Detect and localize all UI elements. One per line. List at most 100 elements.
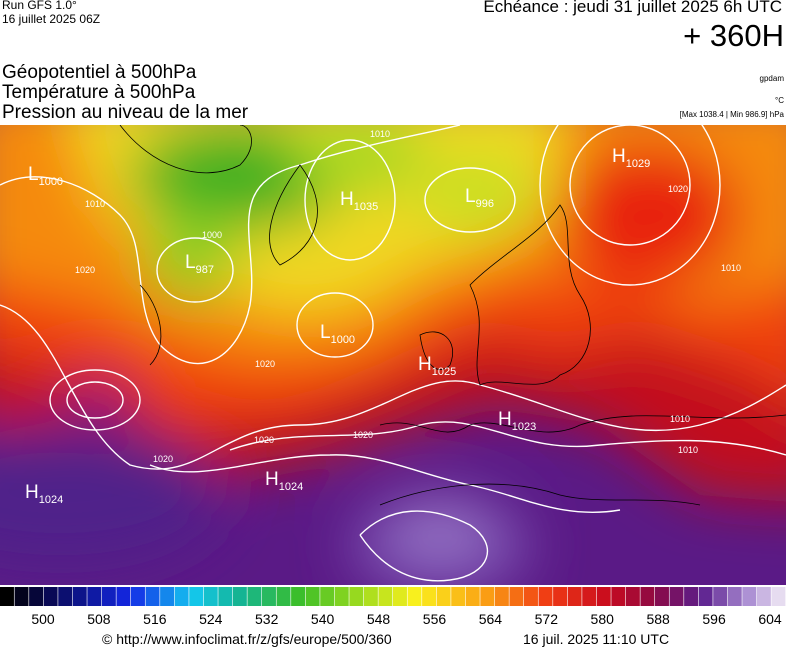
colorbar-swatch xyxy=(160,587,175,606)
colorbar-swatch xyxy=(378,587,393,606)
colorbar-swatch xyxy=(625,587,640,606)
colorbar-swatch xyxy=(247,587,262,606)
colorbar-swatch xyxy=(218,587,233,606)
colorbar-swatch xyxy=(14,587,29,606)
colorbar-swatch xyxy=(684,587,699,606)
unit: °C xyxy=(775,96,784,105)
pressure-center: L987 xyxy=(185,252,214,276)
colorbar-swatch xyxy=(189,587,204,606)
colorbar-swatch xyxy=(393,587,407,606)
colorbar-tick-label: 564 xyxy=(479,611,503,626)
colorbar-tick-label: 572 xyxy=(535,611,559,626)
colorbar-swatch xyxy=(742,587,757,606)
colorbar-swatch xyxy=(509,587,524,606)
pressure-center: H1024 xyxy=(265,469,303,493)
colorbar-tick-label: 604 xyxy=(758,611,782,626)
center-value: 987 xyxy=(196,264,214,276)
isobar-label: 1020 xyxy=(353,430,373,440)
colorbar-swatch xyxy=(407,587,422,606)
colorbar-swatch xyxy=(582,587,597,606)
lead-time: + 360H xyxy=(683,18,784,53)
colorbar-swatch xyxy=(291,587,306,606)
field-name: Géopotentiel à 500hPa xyxy=(2,62,197,83)
colorbar-swatch xyxy=(465,587,480,606)
pressure-center: H1024 xyxy=(25,482,63,506)
center-letter: H xyxy=(612,146,626,167)
colorbar-swatch xyxy=(145,587,160,606)
field-name: Pression au niveau de la mer xyxy=(2,102,249,123)
center-value: 1023 xyxy=(512,421,536,433)
colorbar-swatch xyxy=(0,587,14,606)
center-value: 1000 xyxy=(39,176,63,188)
colorbar-tick-label: 548 xyxy=(367,611,391,626)
colorbar-swatch xyxy=(567,587,582,606)
colorbar-swatch xyxy=(713,587,728,606)
colorbar-tick-label: 540 xyxy=(311,611,335,626)
colorbar-swatch xyxy=(131,587,145,606)
pressure-center: H1029 xyxy=(612,146,650,170)
isobar-label: 1020 xyxy=(153,454,173,464)
pressure-center: L996 xyxy=(465,186,494,210)
colorbar-tick-label: 588 xyxy=(646,611,670,626)
isobar-label: 1010 xyxy=(721,263,741,273)
colorbar-swatch xyxy=(640,587,655,606)
colorbar-swatch xyxy=(451,587,466,606)
center-value: 1024 xyxy=(279,481,303,493)
pressure-center: H1035 xyxy=(340,189,378,213)
colorbar-swatch xyxy=(698,587,713,606)
colorbar-tick-label: 516 xyxy=(143,611,167,626)
isobar-label: 1020 xyxy=(75,265,95,275)
isobar-label: 1010 xyxy=(678,445,698,455)
unit: [Max 1038.4 | Min 986.9] hPa xyxy=(679,110,784,119)
center-letter: H xyxy=(25,482,39,503)
colorbar-tick-label: 596 xyxy=(702,611,726,626)
colorbar: 500 508 516 524 532 540 548 556 564 572 580 588 596 6… xyxy=(0,587,786,626)
colorbar-tick-label: 508 xyxy=(87,611,111,626)
colorbar-swatch xyxy=(756,587,771,606)
colorbar-swatch xyxy=(29,587,44,606)
colorbar-swatch xyxy=(101,587,116,606)
colorbar-swatch xyxy=(203,587,218,606)
colorbar-swatch xyxy=(72,587,87,606)
center-letter: H xyxy=(340,189,354,210)
isobar-label: 1020 xyxy=(254,435,274,445)
colorbar-swatch xyxy=(58,587,73,606)
colorbar-swatch xyxy=(116,587,131,606)
colorbar-tick-label: 532 xyxy=(255,611,279,626)
pressure-center: H1025 xyxy=(418,354,456,378)
isobar-label: 1020 xyxy=(668,184,688,194)
colorbar-swatch xyxy=(494,587,509,606)
center-value: 996 xyxy=(476,198,494,210)
center-value: 1000 xyxy=(331,334,355,346)
colorbar-swatch xyxy=(611,587,626,606)
center-letter: L xyxy=(465,186,476,207)
colorbar-swatch xyxy=(655,587,669,606)
isobar-label: 1010 xyxy=(370,129,390,139)
colorbar-swatch xyxy=(232,587,247,606)
run-date: 16 juillet 2025 06Z xyxy=(2,12,101,26)
colorbar-swatch xyxy=(262,587,276,606)
temperature-field xyxy=(0,125,786,585)
run-label: Run GFS 1.0° xyxy=(2,0,77,12)
colorbar-swatch xyxy=(480,587,495,606)
timestamp: 16 juil. 2025 11:10 UTC xyxy=(523,631,670,647)
isobars xyxy=(0,125,786,582)
center-value: 1025 xyxy=(432,366,456,378)
colorbar-swatch xyxy=(320,587,335,606)
colorbar-swatch xyxy=(363,587,378,606)
colorbar-swatch xyxy=(669,587,684,606)
field-name: Température à 500hPa xyxy=(2,82,196,103)
center-value: 1035 xyxy=(354,201,378,213)
unit: gpdam xyxy=(759,74,784,83)
colorbar-tick-label: 524 xyxy=(199,611,223,626)
pressure-center: L1000 xyxy=(28,164,63,188)
isobar-label: 1000 xyxy=(202,230,222,240)
colorbar-swatch xyxy=(524,587,538,606)
isobar-label: 1020 xyxy=(255,359,275,369)
colorbar-swatch xyxy=(596,587,611,606)
center-letter: L xyxy=(185,252,196,273)
center-letter: H xyxy=(418,354,432,375)
center-value: 1024 xyxy=(39,494,63,506)
